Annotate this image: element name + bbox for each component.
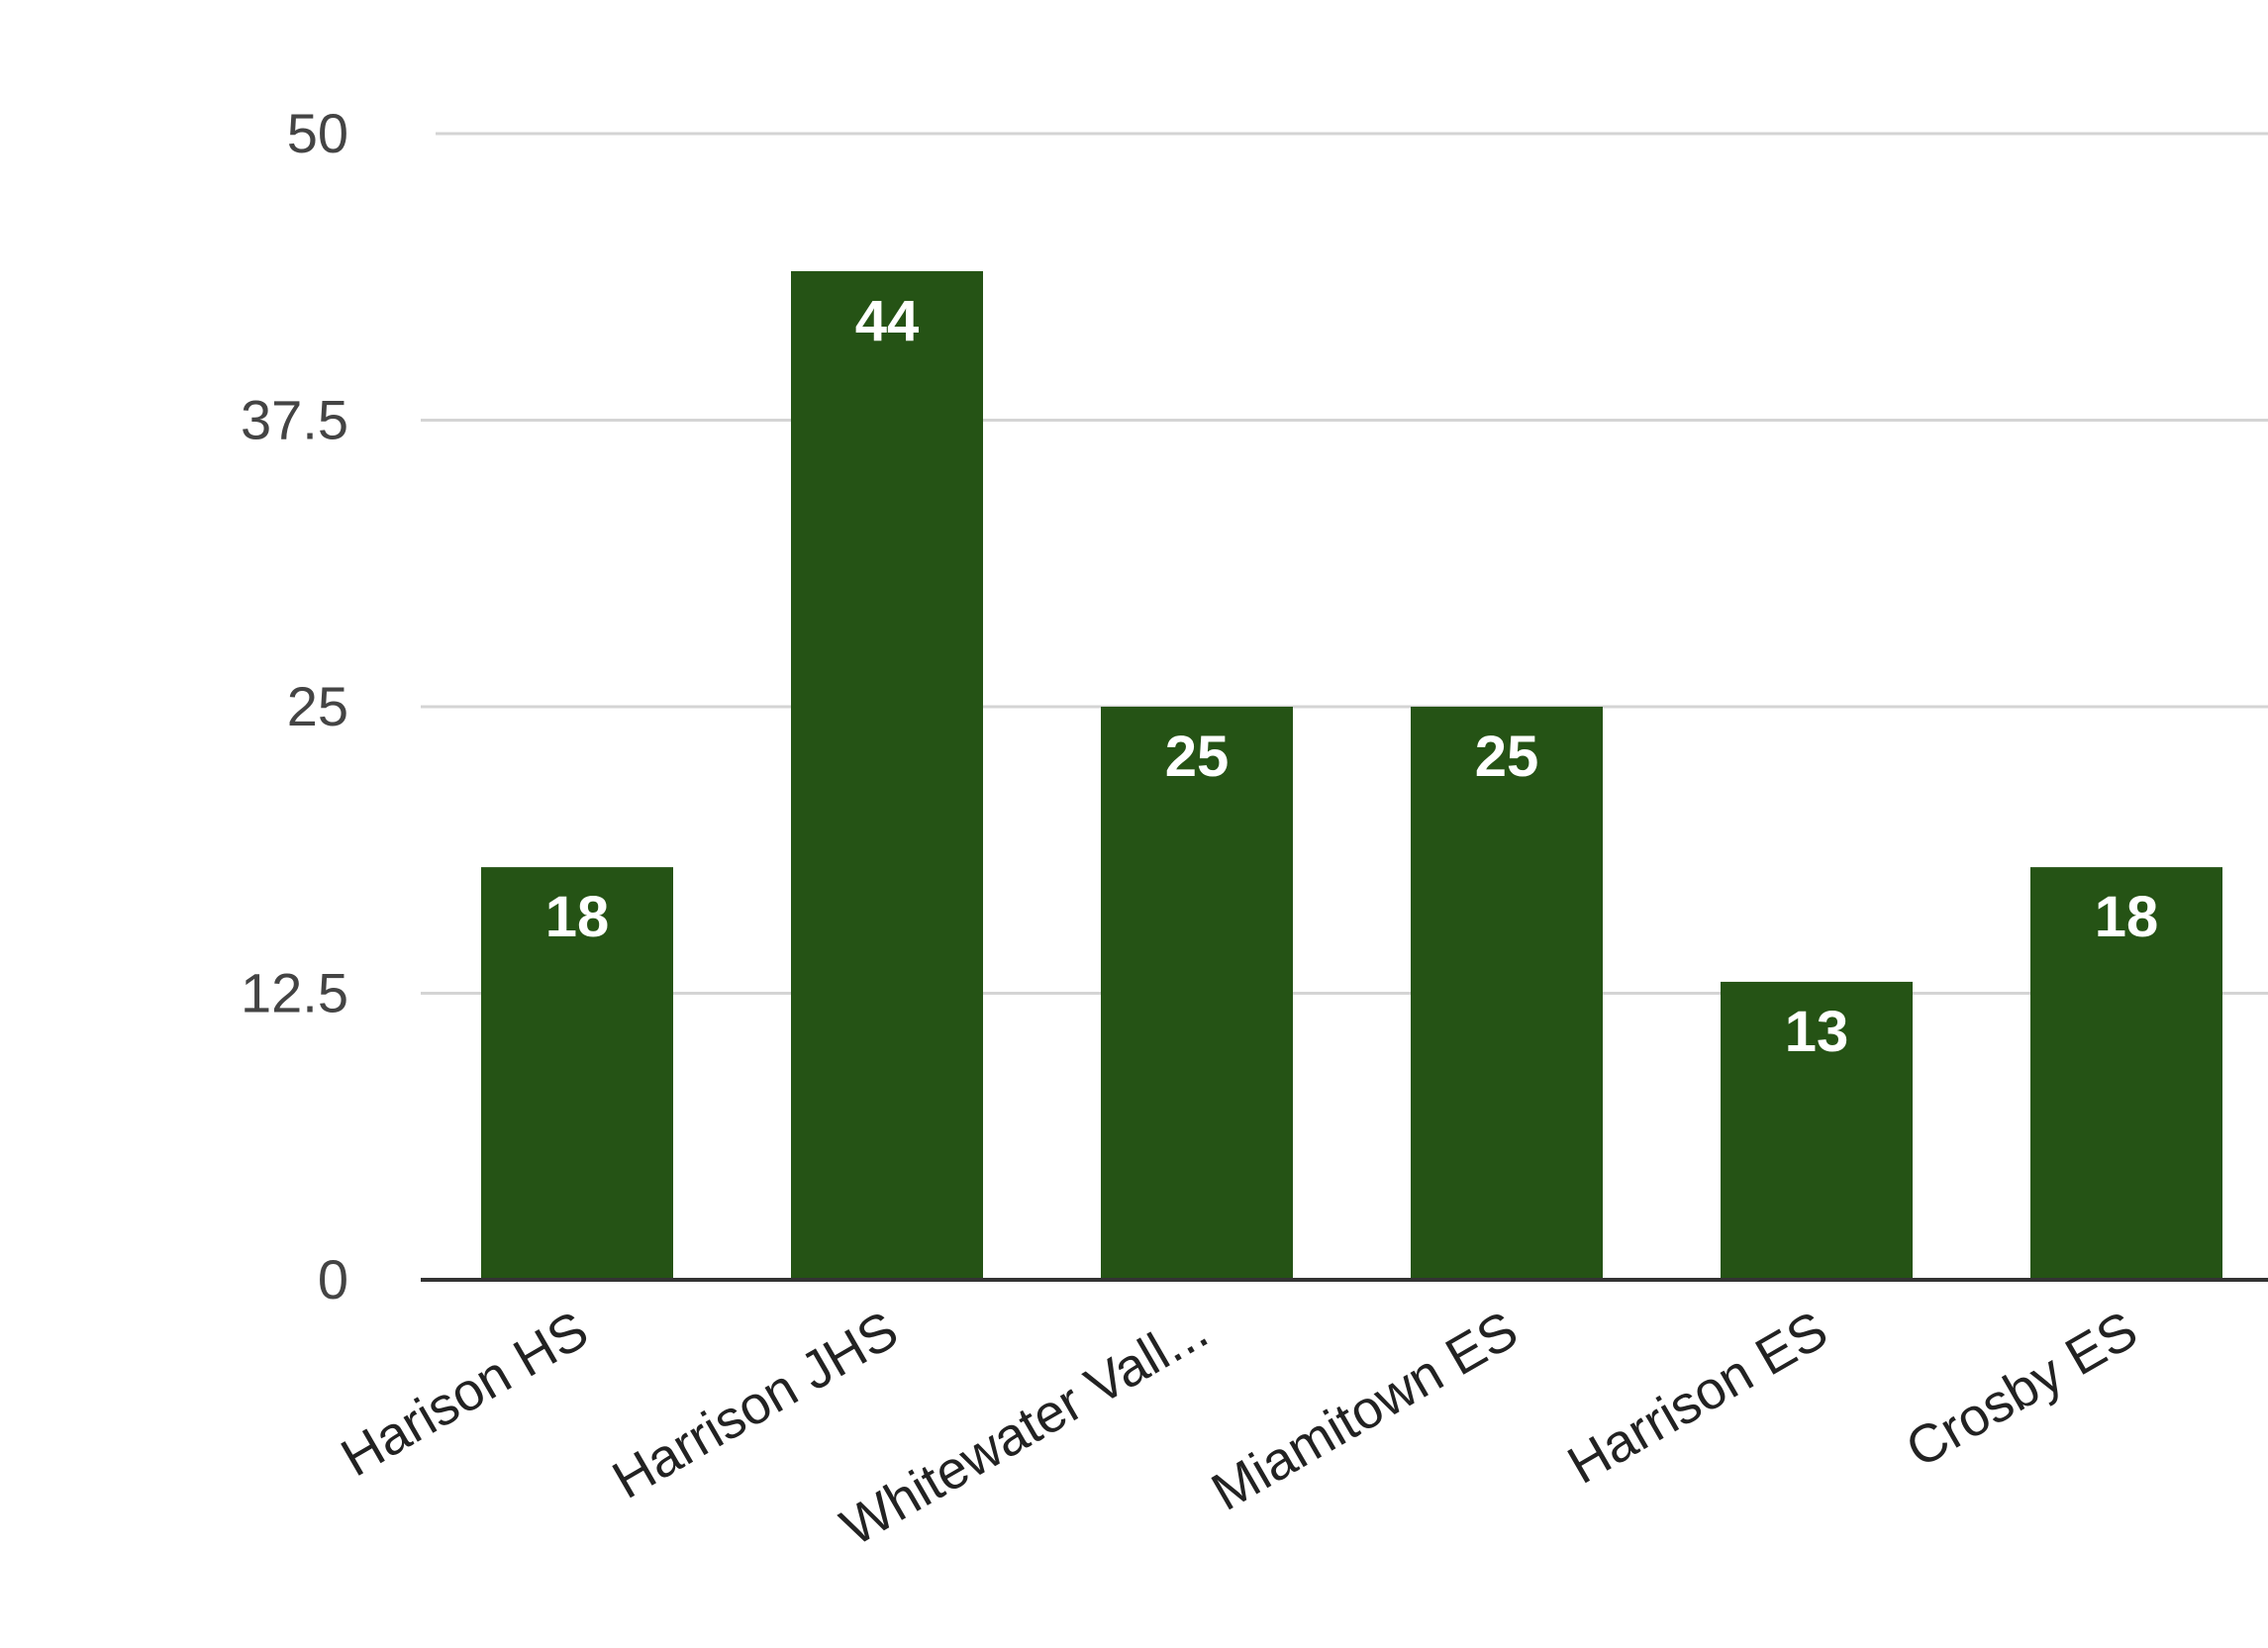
- y-tick-label: 50: [287, 102, 348, 164]
- gridlines: [421, 132, 2268, 995]
- y-tick-label: 12.5: [241, 962, 348, 1024]
- bar-value-label: 25: [1165, 725, 1230, 789]
- x-tick-label: Harrison ES: [1558, 1300, 1837, 1496]
- bar-value-label: 44: [855, 289, 920, 353]
- x-tick-label: Harrison JHS: [603, 1300, 908, 1510]
- x-tick-label: Harison HS: [332, 1300, 598, 1488]
- bars: 18 44 25 25 13 18: [481, 270, 2222, 1281]
- y-axis-ticks: 0 12.5 25 37.5 50: [241, 102, 348, 1310]
- bar: [1411, 707, 1603, 1280]
- x-tick-label: Crosby ES: [1896, 1300, 2147, 1479]
- y-tick-label: 25: [287, 675, 348, 737]
- bar-value-label: 25: [1475, 725, 1539, 789]
- bar: [1721, 981, 1913, 1280]
- bar-value-label: 18: [545, 885, 610, 949]
- bar-value-label: 18: [2095, 885, 2159, 949]
- bar-value-label: 13: [1785, 1000, 1849, 1064]
- y-tick-label: 0: [318, 1248, 348, 1310]
- bar: [791, 270, 983, 1281]
- y-tick-label: 37.5: [241, 389, 348, 451]
- x-tick-label: Miamitown ES: [1202, 1300, 1528, 1522]
- bar: [1101, 707, 1293, 1280]
- bar: [481, 867, 673, 1280]
- bar: [2030, 867, 2222, 1280]
